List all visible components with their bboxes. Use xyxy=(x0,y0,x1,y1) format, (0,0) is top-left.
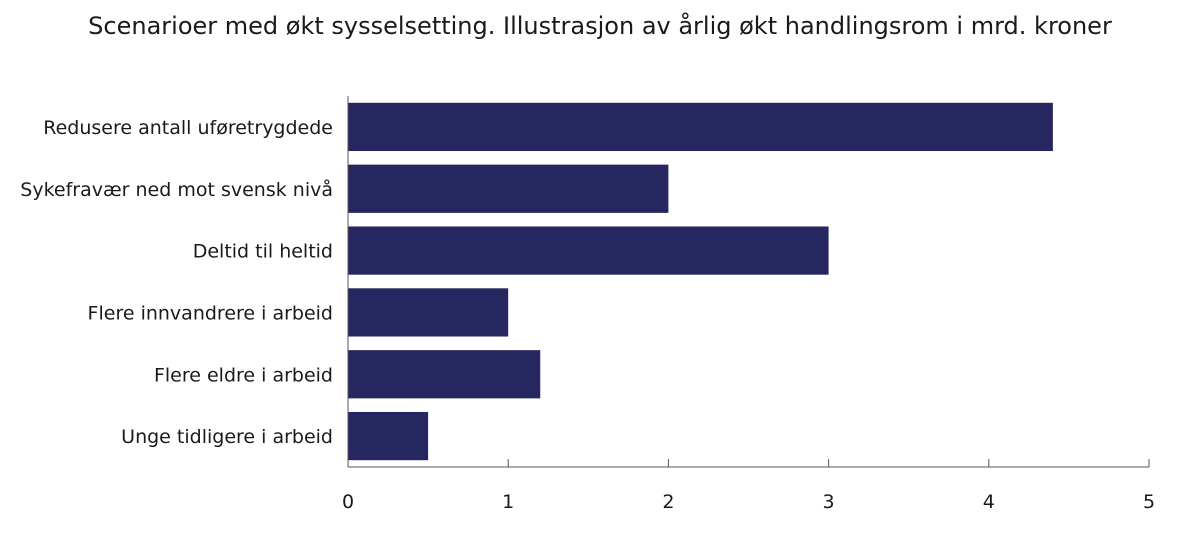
category-label-0: Redusere antall uføretrygdede xyxy=(43,117,333,139)
bar-4 xyxy=(348,350,541,399)
category-label-1: Sykefravær ned mot svensk nivå xyxy=(20,178,333,201)
category-label-2: Deltid til heltid xyxy=(193,241,333,263)
x-tick-label-3: 3 xyxy=(823,491,835,513)
category-label-5: Unge tidligere i arbeid xyxy=(121,426,333,448)
x-tick-label-0: 0 xyxy=(342,491,354,513)
bar-2 xyxy=(348,226,829,275)
bar-3 xyxy=(348,288,509,337)
category-label-3: Flere innvandrere i arbeid xyxy=(88,302,333,324)
chart-title: Scenarioer med økt sysselsetting. Illust… xyxy=(88,12,1112,40)
bar-5 xyxy=(348,411,429,461)
x-tick-label-2: 2 xyxy=(662,491,674,513)
bar-1 xyxy=(348,164,669,213)
x-tick-label-1: 1 xyxy=(502,491,514,513)
x-tick-label-5: 5 xyxy=(1143,491,1155,513)
bar-0 xyxy=(348,102,1053,152)
x-tick-label-4: 4 xyxy=(983,491,995,513)
category-label-4: Flere eldre i arbeid xyxy=(154,364,333,386)
